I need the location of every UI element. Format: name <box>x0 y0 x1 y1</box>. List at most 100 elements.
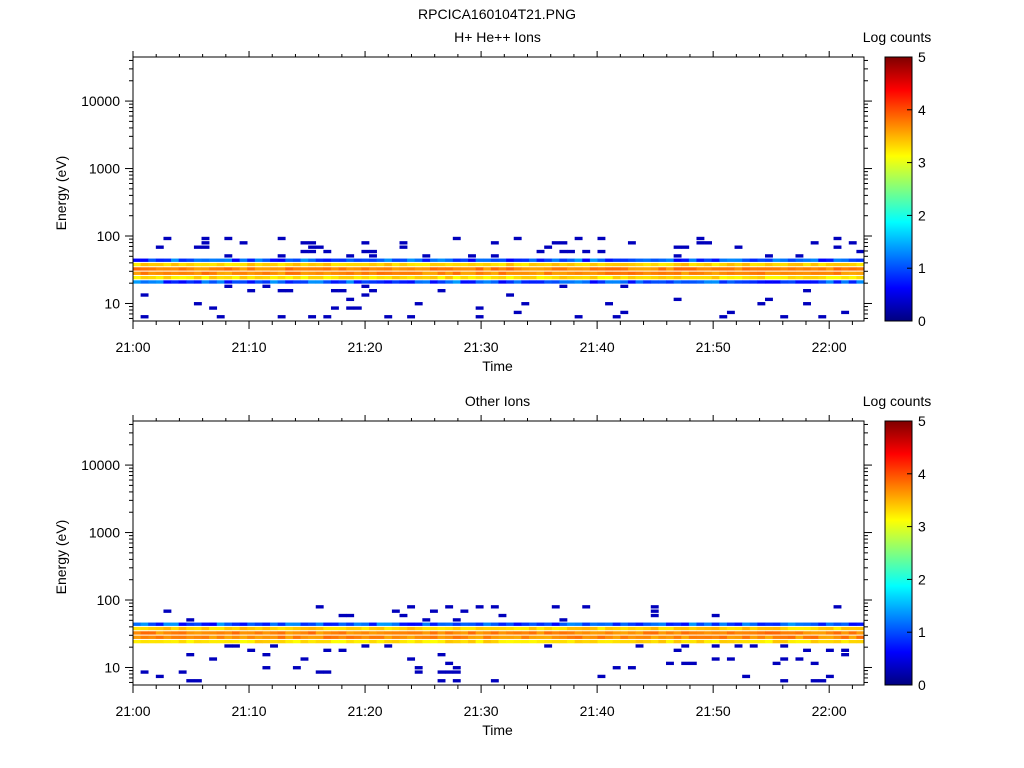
heatmap-cell <box>704 267 712 271</box>
heatmap-cell <box>247 289 256 293</box>
y-axis-label: Energy (eV) <box>53 520 69 595</box>
heatmap-cell <box>528 262 537 267</box>
heatmap-cell <box>803 622 811 626</box>
heatmap-cell <box>856 258 865 262</box>
heatmap-cell <box>414 271 423 275</box>
heatmap-cell <box>498 275 507 280</box>
heatmap-cell <box>140 275 149 280</box>
heatmap-cell <box>513 262 522 267</box>
heatmap-cell <box>429 271 438 275</box>
heatmap-cell <box>209 657 218 661</box>
heatmap-cell <box>688 258 697 262</box>
heatmap-cell <box>231 622 240 626</box>
heatmap-cell <box>422 280 431 284</box>
heatmap-cell <box>536 639 545 644</box>
x-tick-label: 21:00 <box>115 339 150 355</box>
heatmap-cell <box>749 622 758 626</box>
heatmap-cell <box>726 631 735 635</box>
heatmap-cell <box>780 262 789 267</box>
heatmap-cell <box>292 666 301 670</box>
heatmap-cell <box>635 626 644 631</box>
heatmap-cell <box>650 613 659 618</box>
heatmap-cell <box>468 271 476 275</box>
heatmap-cell <box>262 653 271 657</box>
heatmap-cell <box>399 271 408 275</box>
heatmap-cell <box>559 271 568 275</box>
heatmap-cell <box>300 622 309 626</box>
heatmap-cell <box>673 622 682 626</box>
heatmap-cell <box>475 280 484 284</box>
heatmap-cell <box>361 267 370 271</box>
heatmap-cell <box>338 258 347 262</box>
heatmap-cell <box>696 631 705 635</box>
heatmap-cell <box>742 258 751 262</box>
heatmap-cell <box>407 267 416 271</box>
heatmap-cell <box>513 267 522 271</box>
heatmap-cell <box>407 631 416 635</box>
heatmap-cell <box>513 631 522 635</box>
heatmap-cell <box>224 267 233 271</box>
heatmap-cell <box>612 267 621 271</box>
heatmap-cell <box>369 631 377 635</box>
heatmap-cell <box>749 271 758 275</box>
heatmap-cell <box>612 639 621 644</box>
heatmap-cell <box>833 271 842 275</box>
heatmap-cell <box>742 262 751 267</box>
heatmap-cell <box>277 626 286 631</box>
heatmap-cell <box>818 267 827 271</box>
heatmap-cell <box>528 626 537 631</box>
heatmap-cell <box>719 639 728 644</box>
heatmap-cell <box>247 639 256 644</box>
heatmap-cell <box>209 275 218 280</box>
heatmap-cell <box>673 275 682 280</box>
heatmap-cell <box>734 631 743 635</box>
heatmap-cell <box>452 626 461 631</box>
heatmap-cell <box>833 258 842 262</box>
heatmap-cell <box>620 258 629 262</box>
heatmap-cell <box>825 639 834 644</box>
heatmap-cell <box>528 639 537 644</box>
heatmap-cell <box>704 639 712 644</box>
heatmap-cell <box>673 635 682 639</box>
heatmap-cell <box>361 284 370 288</box>
heatmap-cell <box>787 262 796 267</box>
heatmap-cell <box>216 271 225 275</box>
heatmap-cell <box>262 666 271 670</box>
heatmap-cell <box>787 258 796 262</box>
heatmap-cell <box>825 631 834 635</box>
heatmap-cell <box>216 622 225 626</box>
heatmap-cell <box>369 635 377 639</box>
heatmap-cell <box>673 631 682 635</box>
heatmap-cell <box>193 271 202 275</box>
heatmap-cell <box>757 631 766 635</box>
heatmap-cell <box>833 262 842 267</box>
heatmap-cell <box>209 635 218 639</box>
heatmap-cell <box>597 626 606 631</box>
heatmap-cell <box>757 626 766 631</box>
heatmap-cell <box>521 262 530 267</box>
heatmap-cell <box>330 275 339 280</box>
heatmap-cell <box>627 275 636 280</box>
heatmap-cell <box>536 258 545 262</box>
heatmap-cell <box>330 280 339 284</box>
heatmap-cell <box>749 280 758 284</box>
heatmap-cell <box>155 262 164 267</box>
heatmap-cell <box>323 639 332 644</box>
heatmap-cell <box>407 275 416 280</box>
heatmap-cell <box>140 622 149 626</box>
heatmap-cell <box>559 631 568 635</box>
heatmap-cell <box>155 639 164 644</box>
heatmap-cell <box>620 280 629 284</box>
heatmap-cell <box>506 631 515 635</box>
heatmap-cell <box>597 271 606 275</box>
heatmap-cell <box>810 241 819 245</box>
heatmap-cell <box>719 262 728 267</box>
heatmap-cell <box>437 289 446 293</box>
heatmap-cell <box>468 631 476 635</box>
heatmap-cell <box>650 626 659 631</box>
heatmap-cell <box>726 626 735 631</box>
heatmap-cell <box>544 639 553 644</box>
heatmap-cell <box>734 275 743 280</box>
heatmap-cell <box>407 605 416 609</box>
heatmap-cell <box>460 275 469 280</box>
